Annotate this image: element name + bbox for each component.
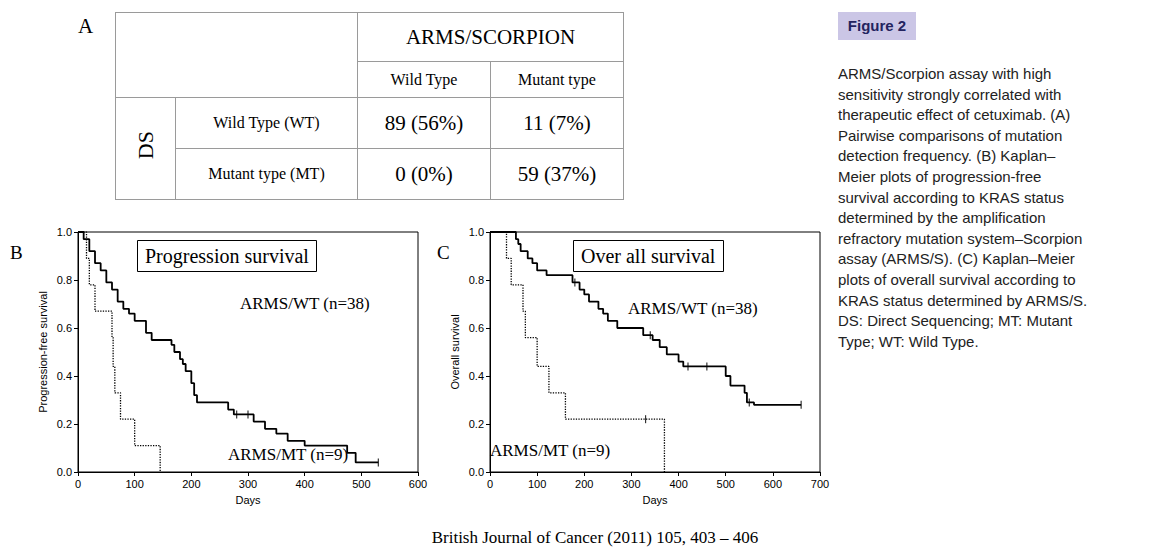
svg-text:ARMS/WT (n=38): ARMS/WT (n=38) — [628, 299, 758, 318]
svg-text:0.8: 0.8 — [57, 274, 72, 286]
svg-text:500: 500 — [352, 478, 370, 490]
html-text:British Journal of Cancer (201: British Journal of Cancer (2011) 105, 40… — [431, 528, 759, 547]
html-text:determined by the amplificatio: determined by the amplification — [838, 209, 1046, 227]
svg-text:Progression survival: Progression survival — [145, 245, 309, 268]
svg-text:Days: Days — [642, 494, 668, 506]
svg-text:300: 300 — [239, 478, 257, 490]
svg-text:Days: Days — [235, 494, 261, 506]
html-text:assay (ARMS/S). (C) Kaplan–Mei: assay (ARMS/S). (C) Kaplan–Meier — [838, 250, 1075, 268]
svg-text:400: 400 — [295, 478, 313, 490]
html-text:Mutant type (MT): Mutant type (MT) — [208, 165, 325, 182]
html-text:59 (37%): 59 (37%) — [517, 161, 597, 186]
html-text:Figure 2: Figure 2 — [847, 17, 907, 34]
html-text:detection frequency. (B) Kapla: detection frequency. (B) Kaplan– — [838, 147, 1056, 165]
svg-text:0.4: 0.4 — [469, 370, 484, 382]
svg-text:0.0: 0.0 — [469, 466, 484, 478]
svg-text:1.0: 1.0 — [469, 226, 484, 238]
html-text:89 (56%): 89 (56%) — [384, 110, 464, 135]
svg-text:0.4: 0.4 — [57, 370, 72, 382]
html-text:therapeutic effect of cetuxima: therapeutic effect of cetuximab. (A) — [838, 106, 1071, 124]
svg-text:0: 0 — [75, 478, 81, 490]
svg-text:600: 600 — [764, 478, 782, 490]
html-text:Wild Type (WT): Wild Type (WT) — [213, 114, 320, 131]
svg-text:0.2: 0.2 — [469, 418, 484, 430]
svg-text:600: 600 — [409, 478, 427, 490]
html-text:0 (0%): 0 (0%) — [395, 161, 453, 186]
svg-text:0.6: 0.6 — [469, 322, 484, 334]
svg-text:B: B — [10, 242, 23, 263]
svg-text:1.0: 1.0 — [57, 226, 72, 238]
svg-text:700: 700 — [811, 478, 829, 490]
html-text:Meier plots of progression-fre: Meier plots of progression-free — [838, 168, 1042, 185]
html-text:11 (7%): 11 (7%) — [523, 110, 591, 135]
svg-text:100: 100 — [528, 478, 546, 490]
html-text:survival according to KRAS sta: survival according to KRAS status — [838, 188, 1064, 206]
svg-text:ARMS/MT (n=9): ARMS/MT (n=9) — [490, 441, 610, 460]
html-text:ARMS/SCORPION: ARMS/SCORPION — [405, 24, 576, 49]
svg-text:0: 0 — [487, 478, 493, 490]
svg-text:500: 500 — [717, 478, 735, 490]
svg-text:100: 100 — [125, 478, 143, 490]
svg-text:ARMS/MT (n=9): ARMS/MT (n=9) — [228, 445, 348, 464]
svg-text:Over all survival: Over all survival — [581, 245, 716, 267]
html-text:Mutant type: Mutant type — [518, 70, 596, 88]
html-text:Pairwise comparisons of mutati: Pairwise comparisons of mutation — [838, 126, 1063, 144]
svg-text:300: 300 — [622, 478, 640, 490]
svg-text:200: 200 — [575, 478, 593, 490]
svg-text:200: 200 — [182, 478, 200, 490]
svg-text:400: 400 — [669, 478, 687, 490]
html-text:ARMS/Scorpion assay with high: ARMS/Scorpion assay with high — [838, 65, 1052, 82]
html-text:refractory mutation system–Sco: refractory mutation system–Scorpion — [838, 229, 1083, 247]
svg-text:0.6: 0.6 — [57, 322, 72, 334]
html-text:KRAS status determined by ARMS: KRAS status determined by ARMS/S. — [838, 291, 1088, 309]
svg-text:ARMS/WT (n=38): ARMS/WT (n=38) — [240, 294, 370, 313]
svg-text:0.2: 0.2 — [57, 418, 72, 430]
html-text:plots of overall survival acco: plots of overall survival according to — [838, 270, 1076, 288]
html-text:Wild Type: Wild Type — [390, 70, 458, 88]
html-text:A: A — [78, 14, 94, 38]
html-text:Type; WT: Wild Type.: Type; WT: Wild Type. — [838, 332, 979, 350]
svg-text:Overall survival: Overall survival — [449, 314, 461, 389]
html-text:DS: Direct Sequencing; MT: Mut: DS: Direct Sequencing; MT: Mutant — [838, 312, 1073, 330]
svg-text:Progression-free survival: Progression-free survival — [37, 291, 49, 413]
svg-text:C: C — [437, 242, 450, 263]
svg-text:0.0: 0.0 — [57, 466, 72, 478]
svg-text:0.8: 0.8 — [469, 274, 484, 286]
html-text:sensitivity strongly correlate: sensitivity strongly correlated with — [838, 85, 1062, 103]
html-text:DS: DS — [132, 131, 158, 160]
